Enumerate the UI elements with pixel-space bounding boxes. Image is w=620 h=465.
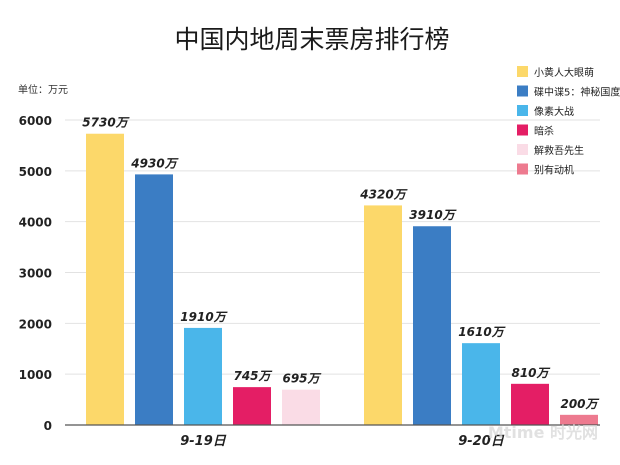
y-tick-label: 6000 bbox=[19, 114, 52, 128]
y-tick-label: 2000 bbox=[19, 317, 52, 331]
bar-1-3 bbox=[511, 383, 549, 425]
legend-label: 小黄人大眼萌 bbox=[534, 66, 594, 79]
bar-1-2 bbox=[462, 343, 500, 425]
y-tick-label: 1000 bbox=[19, 368, 52, 382]
bar-1-5 bbox=[560, 414, 598, 425]
bar-0-0 bbox=[86, 133, 124, 425]
data-label: 1910万 bbox=[180, 310, 227, 324]
data-label: 200万 bbox=[560, 397, 599, 411]
x-category-label: 9-20日 bbox=[458, 434, 505, 449]
bar-1-1 bbox=[413, 226, 451, 425]
bar-0-4 bbox=[282, 389, 320, 425]
data-label: 695万 bbox=[282, 372, 321, 386]
watermark-text: Mtime 时光网 bbox=[488, 423, 598, 442]
chart-title: 中国内地周末票房排行榜 bbox=[174, 25, 449, 54]
data-label: 3910万 bbox=[409, 208, 456, 222]
legend-label: 像素大战 bbox=[534, 105, 574, 118]
data-label: 5730万 bbox=[82, 116, 129, 130]
legend-swatch bbox=[517, 124, 528, 136]
bar-0-1 bbox=[135, 174, 173, 425]
data-label: 4930万 bbox=[130, 156, 178, 170]
watermark: Mtime 时光网 bbox=[488, 423, 598, 442]
bar-0-2 bbox=[184, 327, 222, 425]
legend-label: 碟中谍5：神秘国度 bbox=[534, 86, 620, 99]
legend-swatch bbox=[517, 163, 528, 175]
data-label: 810万 bbox=[511, 366, 550, 380]
bar-0-3 bbox=[233, 387, 271, 425]
data-label: 1610万 bbox=[458, 325, 505, 339]
data-label: 4320万 bbox=[359, 187, 407, 201]
y-tick-label: 3000 bbox=[19, 267, 52, 281]
y-tick-label: 5000 bbox=[19, 165, 52, 179]
legend-label: 暗杀 bbox=[534, 125, 554, 138]
legend-label: 别有动机 bbox=[534, 164, 574, 177]
legend-swatch bbox=[517, 144, 528, 155]
data-label: 745万 bbox=[233, 369, 272, 383]
unit-label: 单位：万元 bbox=[18, 83, 68, 96]
bar-1-0 bbox=[364, 205, 402, 425]
y-tick-label: 0 bbox=[44, 419, 52, 433]
legend-swatch bbox=[517, 85, 528, 97]
y-tick-label: 4000 bbox=[19, 216, 52, 230]
x-category-label: 9-19日 bbox=[180, 434, 227, 449]
legend-swatch bbox=[517, 105, 528, 116]
x-axis: 9-19日 9-20日 bbox=[65, 424, 600, 449]
y-axis: 0 1000 2000 3000 4000 5000 6000 bbox=[19, 114, 52, 433]
legend-label: 解救吾先生 bbox=[534, 144, 584, 157]
legend-swatch bbox=[517, 66, 528, 77]
